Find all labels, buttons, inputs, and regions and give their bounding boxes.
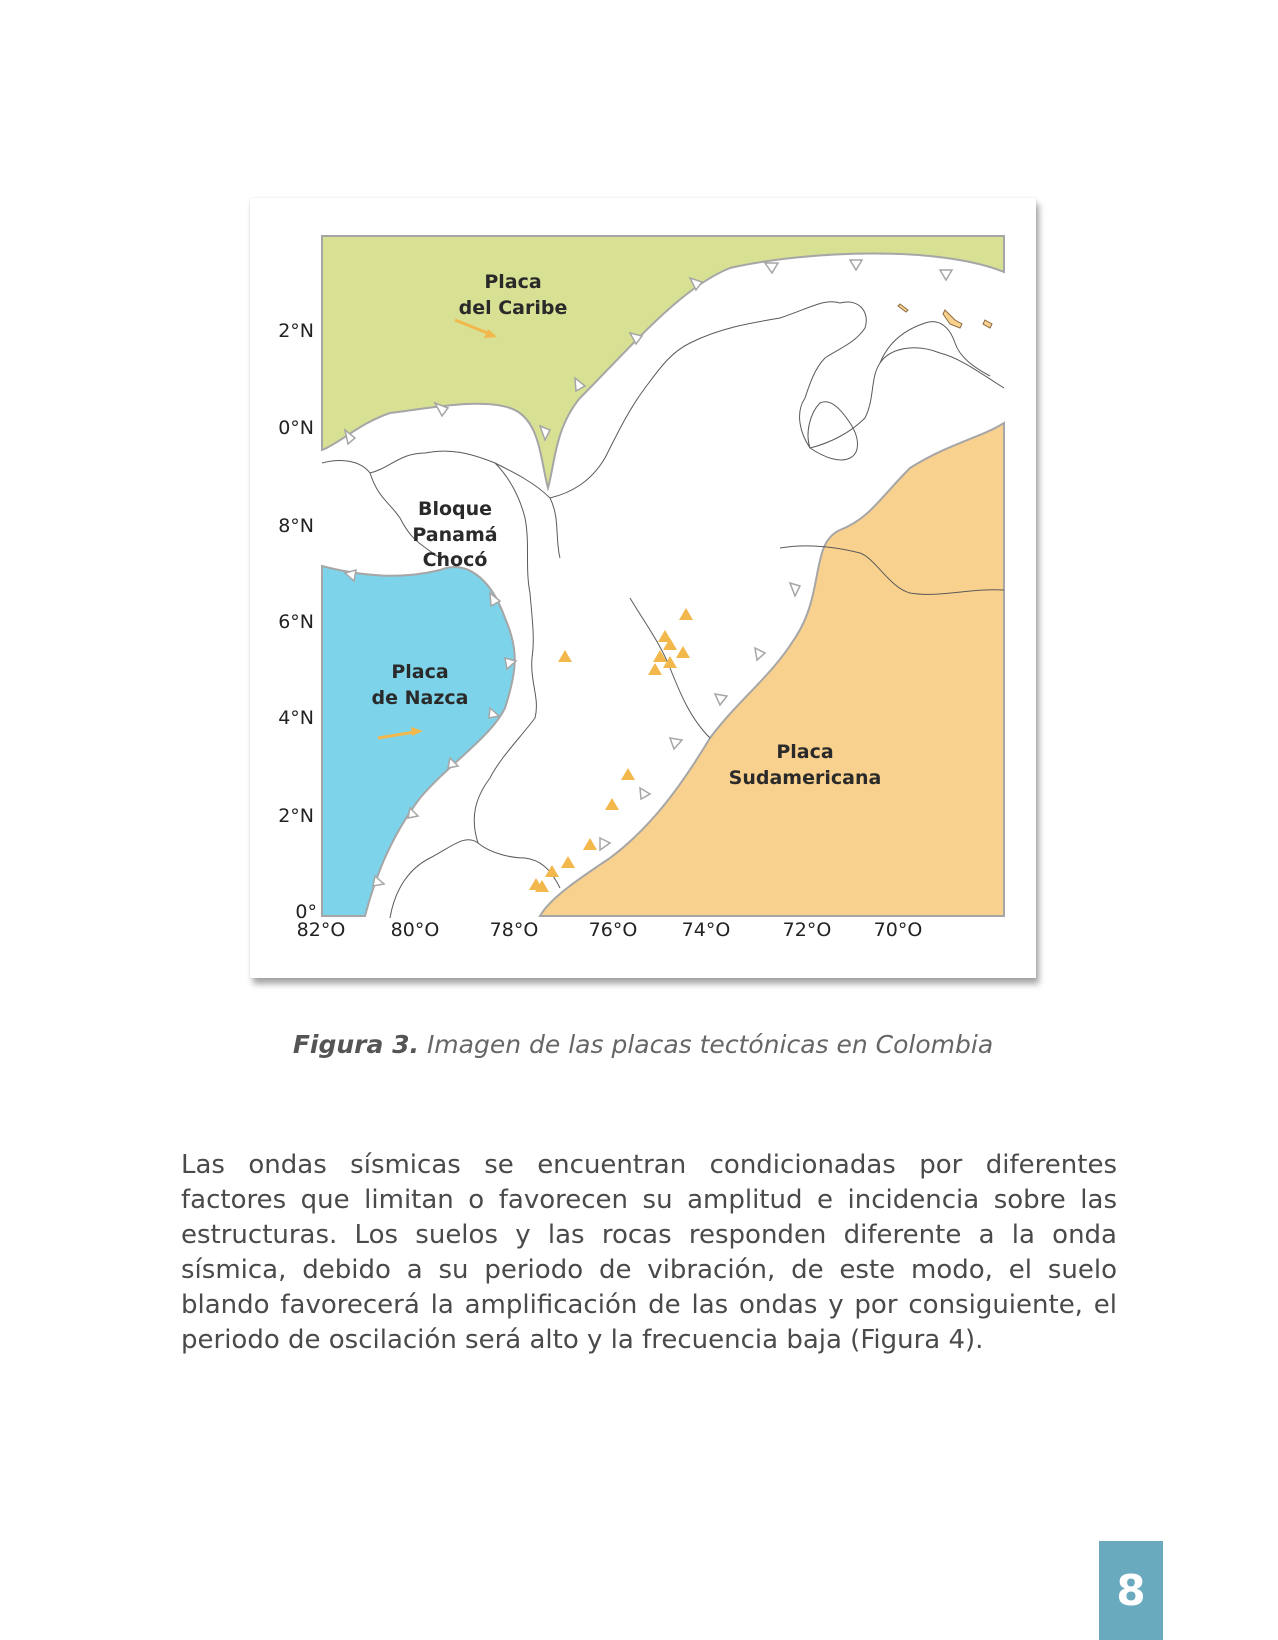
lat-label: 4°N <box>278 707 314 729</box>
lon-label: 82°O <box>297 919 346 941</box>
subduction-tooth-icon <box>639 786 652 801</box>
lon-label: 78°O <box>490 919 539 941</box>
plate-motion-arrow-icon <box>377 730 416 740</box>
lon-label: 74°O <box>682 919 731 941</box>
lat-label: 2°N <box>278 320 314 342</box>
volcano-triangle-icon <box>535 880 549 892</box>
tectonic-map: Placa del Caribe Bloque Panamá Chocó Pla… <box>278 235 1005 941</box>
lon-label: 80°O <box>391 919 440 941</box>
lat-label: 2°N <box>278 805 314 827</box>
subduction-tooth-icon <box>668 737 684 751</box>
figure-number: Figura 3. <box>292 1030 419 1059</box>
page-number: 8 <box>1116 1566 1146 1615</box>
subduction-tooth-icon <box>433 401 450 418</box>
subduction-tooth-icon <box>488 706 501 719</box>
panama-block-label-line2: Panamá <box>412 524 497 546</box>
subduction-tooth-icon <box>407 806 420 819</box>
page-number-badge: 8 <box>1099 1541 1163 1640</box>
subduction-tooth-icon <box>504 656 518 671</box>
volcano-triangle-icon <box>561 856 575 868</box>
volcano-triangle-icon <box>558 650 572 662</box>
volcano-triangle-icon <box>545 865 559 877</box>
plate-motion-arrow-icon <box>454 318 491 336</box>
nazca-plate-area <box>321 564 516 917</box>
subduction-tooth-icon <box>343 428 357 446</box>
lon-label: 70°O <box>874 919 923 941</box>
volcano-triangle-icon <box>653 650 667 662</box>
volcano-triangle-icon <box>648 663 662 675</box>
subduction-tooth-icon <box>447 756 460 769</box>
subduction-tooth-icon <box>713 693 729 707</box>
lat-label: 8°N <box>278 515 314 537</box>
subduction-tooth-icon <box>628 331 644 346</box>
subduction-tooth-icon <box>938 269 954 282</box>
country-borders <box>321 301 1005 919</box>
volcano-triangle-icon <box>583 838 597 850</box>
volcano-triangle-icon <box>676 646 690 658</box>
body-paragraph: Las ondas sísmicas se encuentran condici… <box>181 1150 1117 1355</box>
subduction-tooth-icon <box>538 424 552 442</box>
volcano-triangle-icon <box>679 608 693 620</box>
subduction-teeth <box>343 259 954 887</box>
south-american-plate-label-line2: Sudamericana <box>729 767 882 789</box>
lat-label: 6°N <box>278 611 314 633</box>
caribbean-plate-area <box>321 235 1005 492</box>
caribbean-plate-label-line1: Placa <box>484 271 541 293</box>
volcano-triangle-icon <box>621 768 635 780</box>
volcano-markers <box>529 608 693 892</box>
caribbean-plate-label-line2: del Caribe <box>459 297 568 319</box>
lat-label: 0° <box>295 901 317 923</box>
subduction-tooth-icon <box>599 836 612 852</box>
lon-label: 72°O <box>783 919 832 941</box>
tectonic-plates-figure: Placa del Caribe Bloque Panamá Chocó Pla… <box>250 198 1036 978</box>
subduction-tooth-icon <box>574 376 587 393</box>
subduction-tooth-icon <box>754 646 767 662</box>
figure-caption-text: Imagen de las placas tectónicas en Colom… <box>426 1030 994 1059</box>
plate-motion-arrows <box>377 318 497 740</box>
lon-label: 76°O <box>589 919 638 941</box>
volcano-triangle-icon <box>663 656 677 668</box>
subduction-tooth-icon <box>372 874 386 887</box>
subduction-tooth-icon <box>343 568 357 583</box>
subduction-tooth-icon <box>848 259 864 272</box>
islands <box>897 303 993 329</box>
volcano-triangle-icon <box>605 798 619 810</box>
figure-caption: Figura 3. Imagen de las placas tectónica… <box>250 1030 1036 1059</box>
subduction-tooth-icon <box>788 581 802 598</box>
south-american-plate-label-line1: Placa <box>776 741 833 763</box>
volcano-triangle-icon <box>658 630 672 642</box>
south-american-plate-area <box>538 421 1005 917</box>
volcano-triangle-icon <box>663 638 677 650</box>
panama-block-label-line1: Bloque <box>418 498 492 520</box>
panama-block-label-line3: Chocó <box>423 549 488 571</box>
subduction-tooth-icon <box>763 262 780 275</box>
subduction-tooth-icon <box>489 591 502 608</box>
nazca-plate-label-line2: de Nazca <box>372 687 469 709</box>
nazca-plate-label-line1: Placa <box>391 661 448 683</box>
lat-label: 0°N <box>278 417 314 439</box>
subduction-tooth-icon <box>688 276 704 292</box>
